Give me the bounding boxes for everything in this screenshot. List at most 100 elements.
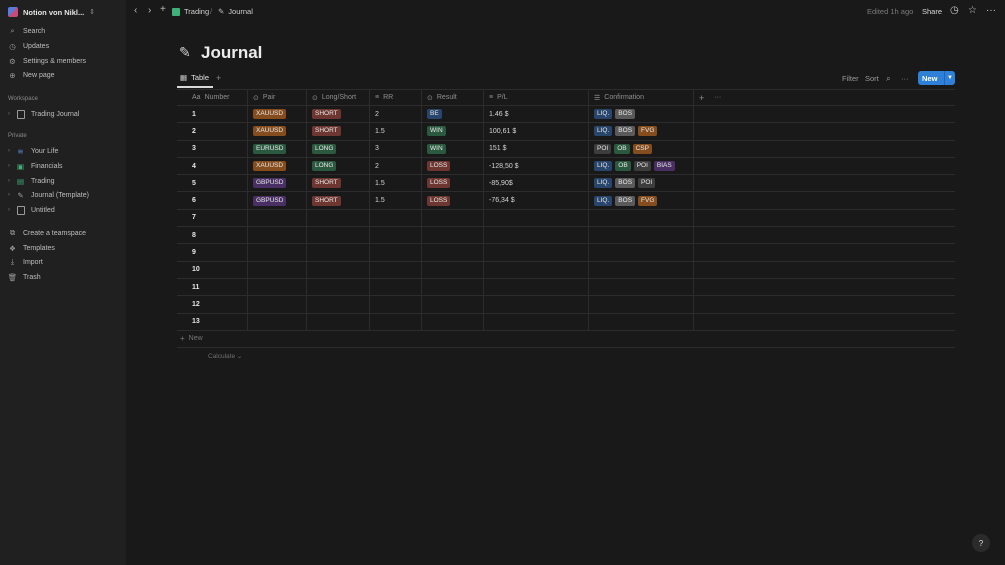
cell-pl[interactable]: [484, 261, 589, 278]
cell-confirmation[interactable]: [589, 244, 694, 261]
cell-long-short[interactable]: LONG: [307, 157, 370, 175]
cell-pair[interactable]: XAUUSD: [248, 157, 307, 175]
cell-rr[interactable]: [370, 209, 422, 227]
cell-pair[interactable]: [248, 227, 307, 244]
cell-rr[interactable]: 1.5: [370, 175, 422, 192]
chevron-right-icon[interactable]: ›: [8, 111, 10, 117]
table-row[interactable]: 9: [177, 244, 955, 262]
cell-long-short[interactable]: [307, 261, 370, 278]
table-row[interactable]: 1 XAUUSD SHORT 2 BE 1.46 $ LIQ. BOS: [177, 106, 955, 124]
cell-pl[interactable]: 151 $: [484, 140, 589, 157]
cell-number[interactable]: 2: [177, 123, 248, 140]
brush-icon[interactable]: ✎: [179, 44, 191, 60]
cell-long-short[interactable]: SHORT: [307, 192, 370, 209]
filter-button[interactable]: Filter: [842, 74, 859, 83]
cell-confirmation[interactable]: [589, 278, 694, 296]
cell-pair[interactable]: XAUUSD: [248, 123, 307, 140]
cell-result[interactable]: [422, 209, 484, 227]
cell-long-short[interactable]: [307, 313, 370, 330]
sidebar-item-journal-template[interactable]: › ✎ Journal (Template): [8, 189, 89, 201]
cell-rr[interactable]: [370, 278, 422, 296]
cell-pl[interactable]: -76,34 $: [484, 192, 589, 209]
cell-long-short[interactable]: [307, 209, 370, 227]
cell-pair[interactable]: [248, 313, 307, 330]
cell-confirmation[interactable]: LIQ. BOS: [589, 106, 694, 123]
cell-long-short[interactable]: SHORT: [307, 106, 370, 123]
cell-number[interactable]: 9: [177, 244, 248, 261]
chevron-right-icon[interactable]: ›: [8, 148, 10, 154]
cell-number[interactable]: 11: [177, 278, 248, 296]
table-row[interactable]: 11: [177, 278, 955, 297]
cell-number[interactable]: 12: [177, 296, 248, 313]
cell-number[interactable]: 3: [177, 140, 248, 157]
cell-long-short[interactable]: [307, 244, 370, 261]
share-button[interactable]: Share: [922, 7, 943, 16]
cell-pair[interactable]: [248, 278, 307, 296]
cell-rr[interactable]: 2: [370, 106, 422, 123]
cell-pl[interactable]: 100,61 $: [484, 123, 589, 140]
cell-pl[interactable]: -85,90$: [484, 175, 589, 192]
cell-result[interactable]: WIN: [422, 123, 484, 140]
sidebar-item-trash[interactable]: 🗑︎ Trash: [8, 271, 41, 283]
cell-pl[interactable]: 1.46 $: [484, 106, 589, 123]
cell-confirmation[interactable]: [589, 296, 694, 313]
column-header-pl[interactable]: ≡ P/L: [484, 90, 589, 105]
cell-pair[interactable]: GBPUSD: [248, 192, 307, 209]
cell-long-short[interactable]: [307, 227, 370, 244]
cell-pl[interactable]: [484, 278, 589, 296]
chevron-right-icon[interactable]: ›: [8, 163, 10, 169]
cell-confirmation[interactable]: [589, 261, 694, 278]
column-header-number[interactable]: Aa Number: [177, 90, 248, 105]
breadcrumb-trading[interactable]: Trading: [172, 7, 209, 16]
cell-pair[interactable]: [248, 261, 307, 278]
new-button[interactable]: New ▼: [918, 71, 955, 85]
cell-rr[interactable]: [370, 261, 422, 278]
search-icon[interactable]: ⌕: [886, 73, 891, 83]
breadcrumb-journal[interactable]: ✎ Journal: [218, 7, 253, 16]
more-icon[interactable]: ···: [901, 74, 909, 83]
cell-rr[interactable]: 2: [370, 157, 422, 175]
back-icon[interactable]: ‹: [134, 5, 138, 16]
cell-result[interactable]: [422, 227, 484, 244]
cell-pl[interactable]: -128,50 $: [484, 157, 589, 175]
cell-number[interactable]: 13: [177, 313, 248, 330]
cell-confirmation[interactable]: POI OB CSP: [589, 140, 694, 157]
star-icon[interactable]: ☆: [968, 5, 977, 16]
cell-number[interactable]: 7: [177, 209, 248, 227]
cell-pair[interactable]: [248, 296, 307, 313]
cell-confirmation[interactable]: LIQ. OB POI BIAS: [589, 157, 694, 175]
cell-result[interactable]: [422, 296, 484, 313]
table-row[interactable]: 2 XAUUSD SHORT 1.5 WIN 100,61 $ LIQ. BOS FVG: [177, 123, 955, 141]
table-row[interactable]: 8: [177, 227, 955, 245]
cell-result[interactable]: WIN: [422, 140, 484, 157]
cell-rr[interactable]: [370, 296, 422, 313]
column-header-confirmation[interactable]: ☰ Confirmation: [589, 90, 694, 105]
add-view-icon[interactable]: +: [216, 73, 222, 83]
cell-pl[interactable]: [484, 296, 589, 313]
column-header-rr[interactable]: ≡ RR: [370, 90, 422, 105]
cell-long-short[interactable]: LONG: [307, 140, 370, 157]
cell-result[interactable]: [422, 313, 484, 330]
table-row[interactable]: 5 GBPUSD SHORT 1.5 LOSS -85,90$ LIQ. BOS POI: [177, 175, 955, 193]
chevron-right-icon[interactable]: ›: [8, 207, 10, 213]
cell-pair[interactable]: [248, 244, 307, 261]
cell-result[interactable]: [422, 244, 484, 261]
chevron-right-icon[interactable]: ›: [8, 178, 10, 184]
cell-number[interactable]: 5: [177, 175, 248, 192]
cell-rr[interactable]: [370, 313, 422, 330]
sidebar-item-import[interactable]: ⤓ Import: [8, 256, 43, 268]
cell-pl[interactable]: [484, 209, 589, 227]
cell-result[interactable]: LOSS: [422, 192, 484, 209]
cell-confirmation[interactable]: LIQ. BOS POI: [589, 175, 694, 192]
table-row[interactable]: 6 GBPUSD SHORT 1.5 LOSS -76,34 $ LIQ. BOS FVG: [177, 192, 955, 210]
cell-pair[interactable]: [248, 209, 307, 227]
sidebar-item-search[interactable]: ⌕ Search: [8, 25, 45, 37]
cell-result[interactable]: LOSS: [422, 175, 484, 192]
table-row[interactable]: 4 XAUUSD LONG 2 LOSS -128,50 $ LIQ. OB POI BIAS: [177, 157, 955, 176]
column-header-result[interactable]: ⊙ Result: [422, 90, 484, 105]
cell-confirmation[interactable]: [589, 209, 694, 227]
cell-rr[interactable]: 1.5: [370, 123, 422, 140]
cell-number[interactable]: 1: [177, 106, 248, 123]
table-row[interactable]: 12: [177, 296, 955, 314]
cell-confirmation[interactable]: LIQ. BOS FVG: [589, 123, 694, 140]
